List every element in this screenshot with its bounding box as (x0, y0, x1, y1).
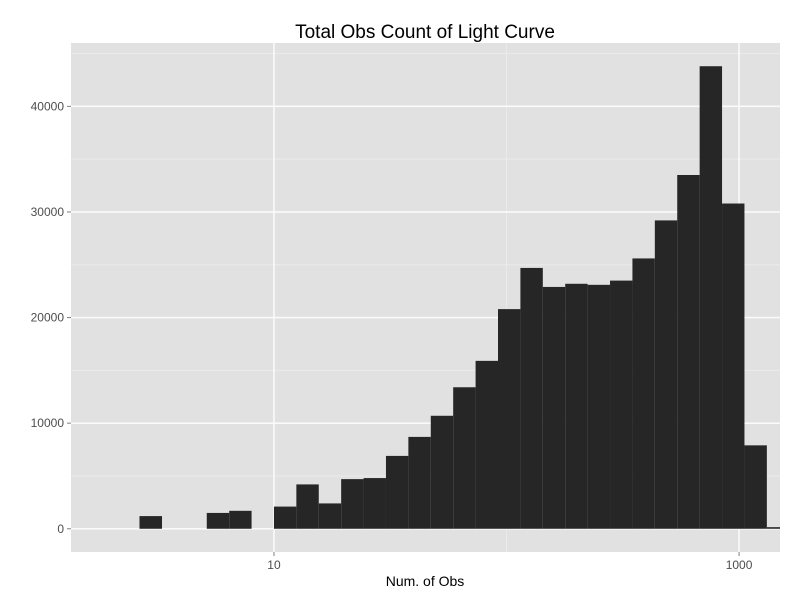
histogram-bar (744, 445, 767, 529)
histogram-bar (587, 284, 611, 529)
axis-ticks (67, 105, 740, 556)
histogram-bar (341, 479, 364, 529)
histogram-bar (565, 283, 588, 529)
x-tick-label: 10 (267, 558, 281, 572)
histogram-bar (654, 220, 678, 529)
histogram-bar (229, 510, 252, 529)
histogram-bar (296, 484, 319, 529)
histogram-bar (408, 436, 431, 529)
histogram-bar (273, 506, 297, 529)
histogram-bar (206, 512, 230, 529)
histogram-bar (542, 286, 566, 529)
y-tick-label: 30000 (31, 205, 65, 219)
histogram-bars (139, 66, 780, 529)
y-tick-label: 10000 (31, 416, 65, 430)
x-axis-tick-labels: 10 1000 (267, 558, 752, 572)
y-tick-label: 20000 (31, 311, 65, 325)
y-tick-label: 0 (57, 522, 64, 536)
histogram-bar (475, 360, 498, 529)
histogram-bar (520, 267, 543, 529)
histogram-bar (677, 175, 700, 529)
x-axis-title: Num. of Obs (386, 573, 465, 589)
histogram-bar (363, 478, 386, 529)
histogram-bar (766, 527, 780, 529)
histogram-bar (430, 415, 454, 529)
histogram-bar (632, 258, 655, 529)
histogram-bar (385, 455, 409, 529)
histogram-bar (610, 280, 633, 529)
histogram-bar (453, 387, 476, 529)
chart-title: Total Obs Count of Light Curve (295, 22, 555, 43)
histogram-bar (139, 516, 163, 529)
y-tick-label: 40000 (31, 99, 65, 113)
x-tick-label: 1000 (726, 558, 753, 572)
histogram-bar (722, 203, 745, 529)
histogram-bar (699, 66, 723, 529)
histogram-bar (318, 503, 342, 529)
histogram-bar (497, 309, 521, 529)
y-axis-tick-labels: 0 10000 20000 30000 40000 (31, 99, 65, 535)
